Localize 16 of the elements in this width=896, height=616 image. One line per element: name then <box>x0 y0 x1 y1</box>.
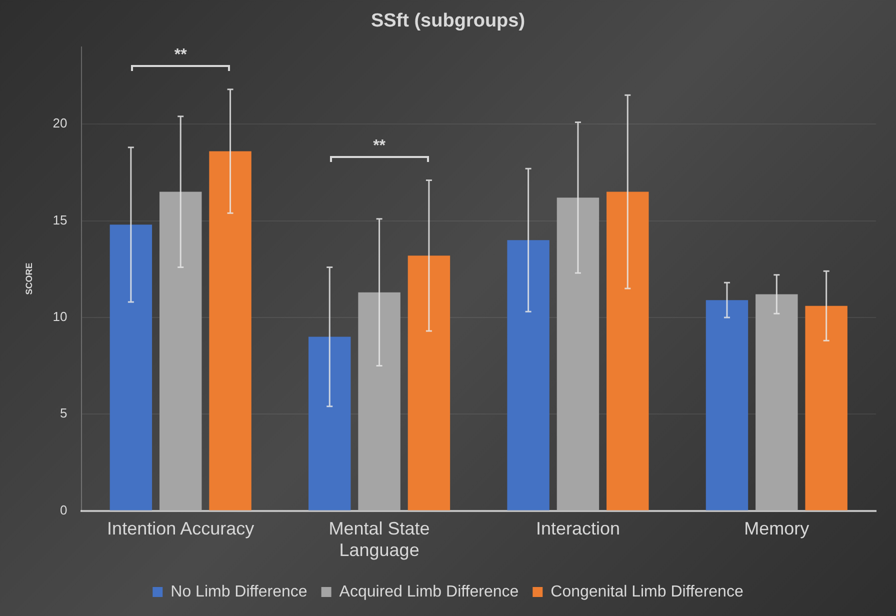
y-tick-label: 5 <box>60 406 68 421</box>
y-tick-label: 20 <box>52 116 68 131</box>
x-tick-label: Intention Accuracy <box>107 518 254 539</box>
y-axis-title: SCORE <box>24 262 34 295</box>
x-tick-label: Memory <box>744 518 810 539</box>
legend-label: Congenital Limb Difference <box>550 583 744 600</box>
x-tick-label: Interaction <box>536 518 620 539</box>
legend-label: No Limb Difference <box>170 583 308 600</box>
y-tick-label: 15 <box>52 212 68 228</box>
annotation: ** <box>174 46 188 64</box>
legend-label: Acquired Limb Difference <box>339 583 519 600</box>
annotation: ** <box>373 138 386 155</box>
y-tick-label: 0 <box>60 502 68 518</box>
y-tick-label: 10 <box>52 309 68 324</box>
x-tick-label: Mental State Language <box>328 518 430 560</box>
chart-title: SSft (subgroups) <box>370 10 526 32</box>
